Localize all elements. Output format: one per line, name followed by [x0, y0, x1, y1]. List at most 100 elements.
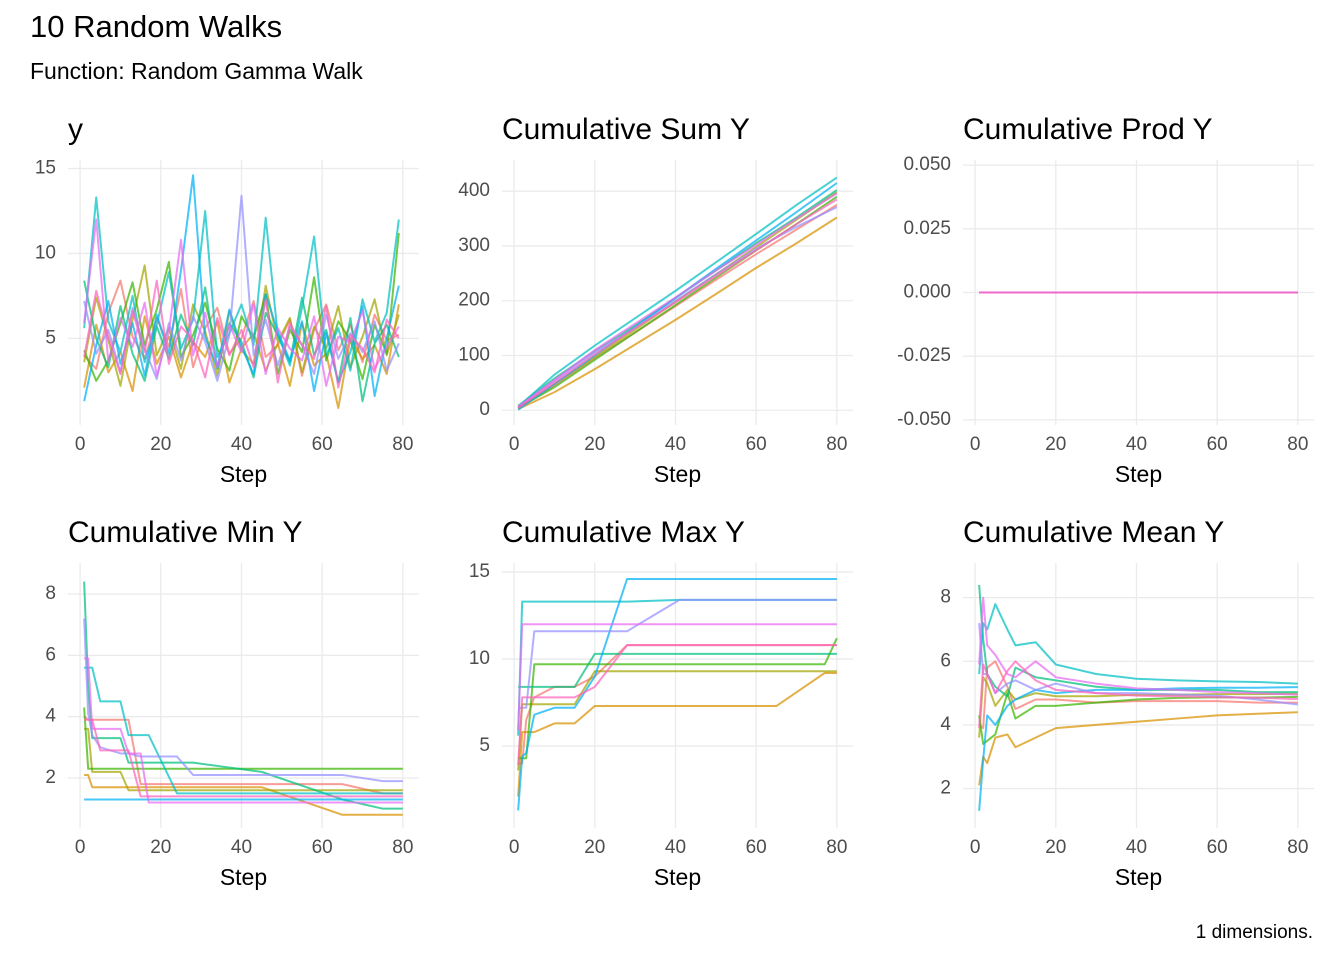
y-tick-label: 6 — [940, 650, 951, 671]
x-tick-label: 40 — [1126, 434, 1147, 455]
x-tick-label: 60 — [1207, 434, 1228, 455]
y-tick-label: 8 — [45, 583, 56, 604]
series-line — [518, 637, 838, 760]
series-line — [83, 279, 400, 389]
x-axis-title: Step — [654, 461, 701, 487]
x-tick-label: 0 — [970, 434, 981, 455]
x-axis-title: Step — [1115, 864, 1162, 890]
y-tick-label: 5 — [479, 735, 490, 756]
panel-title: Cumulative Min Y — [68, 516, 303, 549]
x-tick-label: 40 — [231, 434, 252, 455]
y-tick-label: 15 — [35, 158, 56, 179]
series-line — [517, 578, 837, 811]
x-tick-label: 80 — [1287, 434, 1308, 455]
panel-title: y — [68, 113, 83, 146]
x-axis-title: Step — [654, 864, 701, 890]
series-line — [517, 204, 838, 409]
y-tick-label: -0.050 — [897, 409, 951, 430]
series-line — [517, 198, 838, 409]
y-tick-label: 100 — [458, 344, 490, 365]
y-tick-label: 8 — [940, 587, 951, 608]
series-line — [83, 707, 403, 770]
series-line — [517, 598, 837, 736]
x-tick-label: 20 — [150, 434, 171, 455]
y-tick-label: 300 — [458, 235, 490, 256]
y-tick-label: 6 — [45, 644, 56, 665]
series-line — [978, 711, 1298, 786]
y-tick-label: 10 — [469, 648, 490, 669]
series-line — [84, 666, 403, 795]
series-line — [518, 652, 837, 688]
x-tick-label: 0 — [509, 434, 520, 455]
y-tick-label: -0.025 — [897, 345, 951, 366]
x-axis-title: Step — [220, 864, 267, 890]
series-line — [83, 174, 400, 402]
caption: 1 dimensions. — [1196, 922, 1313, 943]
panel: Cumulative Sum Y 0 100 200 300 400 0 20 40 60 80 St… — [458, 113, 853, 487]
x-tick-label: 60 — [312, 837, 333, 858]
x-tick-label: 80 — [392, 837, 413, 858]
series-line — [83, 218, 400, 387]
series-line — [517, 623, 837, 731]
figure-title: 10 Random Walks — [30, 9, 282, 44]
y-tick-label: 15 — [469, 561, 490, 582]
series-line — [978, 676, 1298, 738]
x-tick-label: 40 — [1126, 837, 1147, 858]
x-tick-label: 0 — [75, 837, 86, 858]
y-tick-label: 200 — [458, 290, 490, 311]
y-tick-label: 4 — [940, 714, 951, 735]
series-line — [84, 773, 403, 816]
series-line — [83, 232, 400, 382]
series-line — [518, 598, 837, 709]
x-tick-label: 60 — [312, 434, 333, 455]
panel-title: Cumulative Max Y — [502, 516, 745, 549]
x-tick-label: 80 — [826, 434, 847, 455]
x-tick-label: 60 — [746, 434, 767, 455]
x-tick-label: 40 — [665, 434, 686, 455]
x-tick-label: 40 — [665, 837, 686, 858]
x-tick-label: 0 — [970, 837, 981, 858]
panel: Cumulative Max Y 5 10 15 0 20 40 60 80 Step — [469, 516, 853, 890]
panel-title: Cumulative Prod Y — [963, 113, 1213, 146]
y-tick-label: 2 — [45, 767, 56, 788]
x-tick-label: 20 — [1045, 837, 1066, 858]
series-line — [978, 686, 1298, 811]
y-tick-label: 400 — [458, 180, 490, 201]
y-tick-label: 5 — [45, 327, 56, 348]
panel: Cumulative Prod Y -0.050 -0.025 0.000 0.025 0… — [897, 113, 1314, 487]
series-line — [978, 596, 1298, 696]
series-line — [517, 216, 838, 411]
x-tick-label: 60 — [1207, 837, 1228, 858]
x-tick-label: 0 — [75, 434, 86, 455]
x-tick-label: 80 — [826, 837, 847, 858]
panel: y 5 10 15 0 20 40 60 80 Step — [35, 113, 419, 487]
x-tick-label: 0 — [509, 837, 520, 858]
y-tick-label: 2 — [940, 778, 951, 799]
series-line — [978, 660, 1298, 729]
y-tick-label: 0 — [479, 399, 490, 420]
series-line — [517, 671, 837, 797]
y-tick-label: 0.025 — [903, 218, 951, 239]
series-line — [83, 618, 403, 783]
y-tick-label: 0.050 — [903, 154, 951, 175]
x-tick-label: 20 — [584, 837, 605, 858]
y-tick-label: 10 — [35, 242, 56, 263]
x-tick-label: 40 — [231, 837, 252, 858]
y-tick-label: 4 — [45, 706, 56, 727]
x-tick-label: 80 — [1287, 837, 1308, 858]
series-line — [84, 657, 403, 804]
series-line — [517, 176, 838, 408]
series-line — [517, 644, 837, 766]
series-line — [84, 727, 403, 792]
y-tick-label: 0.000 — [903, 282, 951, 303]
x-tick-label: 80 — [392, 434, 413, 455]
x-tick-label: 20 — [584, 434, 605, 455]
series-line — [517, 192, 838, 408]
x-axis-title: Step — [220, 461, 267, 487]
x-tick-label: 20 — [150, 837, 171, 858]
x-tick-label: 20 — [1045, 434, 1066, 455]
